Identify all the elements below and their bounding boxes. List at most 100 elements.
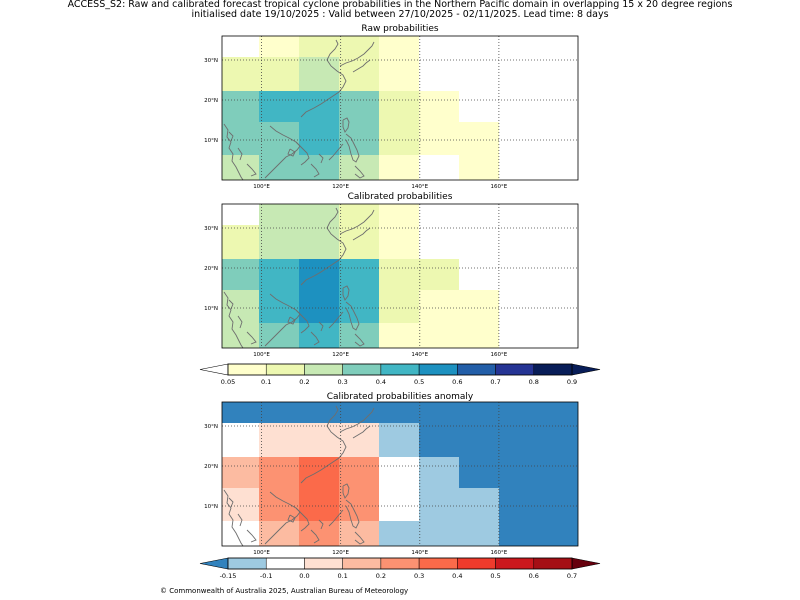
grid-cell — [419, 91, 459, 122]
grid-cell — [419, 488, 459, 521]
colorbar-segment — [533, 363, 573, 376]
lat-tick-label: 20°N — [204, 464, 218, 470]
grid-cell — [259, 259, 299, 290]
colorbar-tick-label: 0.2 — [299, 378, 309, 386]
grid-cell — [379, 290, 419, 323]
grid-cell — [419, 290, 459, 323]
grid-cell — [539, 457, 578, 488]
coastline — [223, 489, 244, 547]
colorbar-under-arrow — [199, 557, 229, 570]
colorbar-tick-label: 0.1 — [337, 572, 347, 580]
grid-cell — [379, 225, 419, 259]
grid-cell — [499, 402, 539, 423]
coastline — [228, 131, 234, 142]
coastline — [339, 209, 375, 235]
grid-cell — [339, 457, 379, 488]
coastline — [300, 405, 347, 484]
grid-cell — [459, 204, 499, 225]
lon-tick-label: 100°E — [253, 184, 270, 190]
grid-cell — [499, 57, 539, 91]
grid-cell — [299, 402, 339, 423]
lon-tick-label: 140°E — [411, 352, 428, 358]
grid-cell — [419, 457, 459, 488]
coastline — [246, 163, 257, 177]
colorbar-segment — [380, 557, 420, 570]
grid-cell — [339, 225, 379, 259]
grid-cell — [539, 225, 578, 259]
grid-cell — [339, 402, 379, 423]
coastline — [342, 285, 350, 301]
grid-cell — [499, 423, 539, 457]
grid-cell — [299, 57, 339, 91]
grid-cell — [299, 323, 339, 348]
grid-cell — [459, 225, 499, 259]
colorbar-tick-label: 0.7 — [567, 572, 577, 580]
coastline — [246, 331, 257, 345]
grid-cell — [459, 521, 499, 546]
coastline — [339, 407, 375, 433]
map-panel-prob-1: 100°E 120°E 140°E 160°E 30°N 20°N 10°N — [204, 203, 579, 358]
grid-cell — [259, 521, 299, 546]
coastline — [237, 147, 243, 161]
colorbar-tick-label: 0.05 — [221, 378, 235, 386]
grid-cell — [222, 457, 259, 488]
grid-cell — [222, 290, 259, 323]
grid-cell — [222, 402, 259, 423]
grid-cell — [259, 204, 299, 225]
colorbar-tick-label: 0.2 — [376, 572, 386, 580]
grid-cell — [379, 323, 419, 348]
colorbar-tick-label: -0.1 — [260, 572, 273, 580]
grid-cell — [459, 91, 499, 122]
grid-cell — [259, 488, 299, 521]
grid-cell — [339, 290, 379, 323]
coastline — [287, 148, 296, 157]
lon-tick-label: 120°E — [332, 184, 349, 190]
grid-cell — [379, 259, 419, 290]
grid-cell — [339, 259, 379, 290]
grid-cell — [259, 402, 299, 423]
grid-cell — [419, 155, 459, 180]
grid-cell — [299, 423, 339, 457]
grid-cell — [339, 488, 379, 521]
grid-cell — [459, 36, 499, 57]
grid-cell — [419, 521, 459, 546]
colorbar-segment — [227, 363, 267, 376]
lat-tick-label: 30°N — [204, 424, 218, 430]
colorbar-segment — [342, 363, 382, 376]
grid-cell — [419, 122, 459, 155]
grid-cell — [259, 91, 299, 122]
grid-cell — [419, 402, 459, 423]
grid-cell — [299, 36, 339, 57]
colorbar-over-arrow — [571, 363, 601, 376]
grid-cell — [299, 204, 339, 225]
grid-cell — [379, 402, 419, 423]
grid-cell — [259, 423, 299, 457]
grid-cell — [299, 488, 339, 521]
grid-cell — [539, 36, 578, 57]
grid-cell — [539, 259, 578, 290]
colorbar-segment — [495, 363, 535, 376]
grid-cell — [539, 122, 578, 155]
grid-cell — [539, 323, 578, 348]
coastline — [223, 123, 244, 181]
grid-cell — [222, 36, 259, 57]
lon-tick-label: 120°E — [332, 550, 349, 556]
colorbar-segment — [418, 363, 458, 376]
grid-cell — [379, 457, 419, 488]
lon-tick-label: 100°E — [253, 352, 270, 358]
grid-cell — [459, 488, 499, 521]
coastline — [345, 499, 360, 529]
grid-cell — [499, 91, 539, 122]
grid-cell — [339, 155, 379, 180]
grid-cell — [419, 204, 459, 225]
colorbar-tick-label: 0.1 — [261, 378, 271, 386]
colorbar-frame — [227, 363, 573, 376]
grid-cell — [539, 402, 578, 423]
lat-tick-label: 30°N — [204, 226, 218, 232]
grid-cell — [459, 57, 499, 91]
grid-cell — [299, 155, 339, 180]
grid-cell — [459, 155, 499, 180]
coastline — [246, 529, 257, 543]
grid-cell — [539, 204, 578, 225]
colorbar-tick-label: 0.4 — [376, 378, 386, 386]
